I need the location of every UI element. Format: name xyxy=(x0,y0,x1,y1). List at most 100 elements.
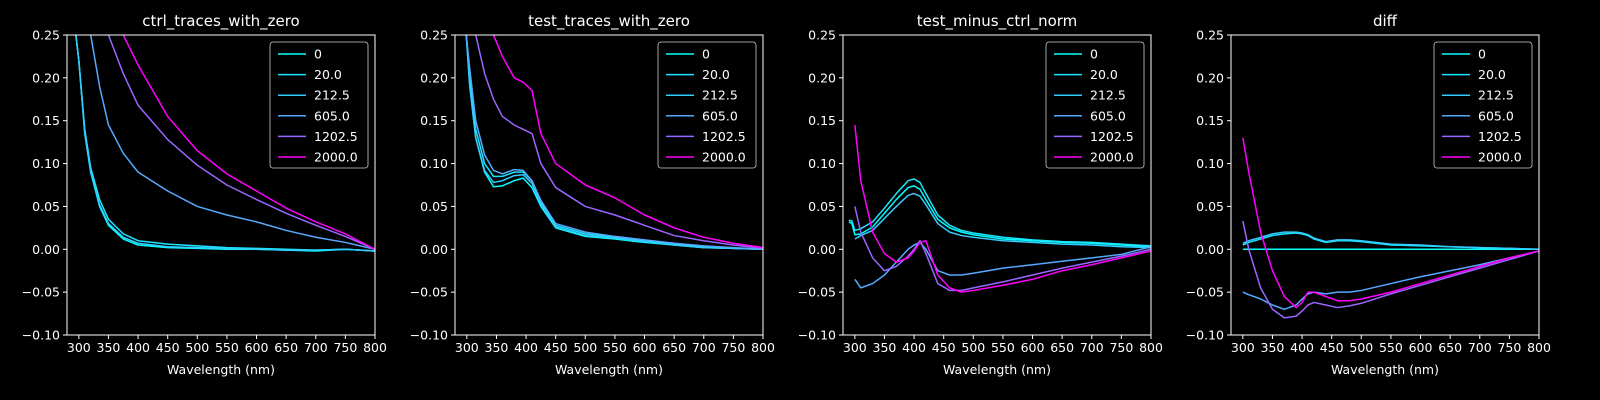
legend-entry: 20.0 xyxy=(1090,67,1118,82)
x-tick-label: 550 xyxy=(1379,340,1403,355)
y-tick-label: 0.20 xyxy=(1196,70,1224,85)
x-tick-label: 550 xyxy=(991,340,1015,355)
x-tick-label: 350 xyxy=(873,340,897,355)
x-tick-label: 750 xyxy=(1109,340,1133,355)
series-line-2 xyxy=(1242,231,1539,251)
panel-1: test_traces_with_zero −0.10 −0.05 0.00 0.05 0… xyxy=(410,12,775,377)
legend-entry: 212.5 xyxy=(1478,88,1514,103)
x-tick-label: 350 xyxy=(97,340,121,355)
x-tick-label: 300 xyxy=(455,340,479,355)
x-tick-label: 700 xyxy=(1468,340,1492,355)
x-tick-label: 300 xyxy=(843,340,867,355)
y-tick-label: 0.25 xyxy=(808,28,836,43)
x-tick-label: 550 xyxy=(603,340,627,355)
x-tick-label: 600 xyxy=(1409,340,1433,355)
y-tick-label: 0.10 xyxy=(808,156,836,171)
series-line-5 xyxy=(122,35,375,250)
x-axis-label: Wavelength (nm) xyxy=(943,362,1051,377)
x-axis-label: Wavelength (nm) xyxy=(555,362,663,377)
y-tick-label: −0.10 xyxy=(410,328,448,343)
x-tick-label: 300 xyxy=(1231,340,1255,355)
series-group xyxy=(1242,137,1539,319)
y-tick-label: 0.00 xyxy=(808,242,836,257)
legend-entry: 20.0 xyxy=(1478,67,1506,82)
x-tick-label: 400 xyxy=(126,340,150,355)
x-tick-label: 600 xyxy=(633,340,657,355)
x-tick-label: 650 xyxy=(1438,340,1462,355)
x-tick-label: 800 xyxy=(363,340,387,355)
y-tick-label: 0.10 xyxy=(1196,156,1224,171)
y-tick-label: 0.15 xyxy=(808,113,836,128)
x-tick-label: 700 xyxy=(692,340,716,355)
series-line-3 xyxy=(854,241,1151,289)
x-tick-label: 700 xyxy=(1080,340,1104,355)
legend-entry: 20.0 xyxy=(314,67,342,82)
x-tick-label: 800 xyxy=(751,340,775,355)
series-group xyxy=(465,35,763,251)
panel-2: test_minus_ctrl_norm −0.10 −0.05 0.00 0.05 0.… xyxy=(798,12,1163,377)
y-tick-label: 0.25 xyxy=(32,28,60,43)
legend-entry: 1202.5 xyxy=(1090,129,1134,144)
series-line-1 xyxy=(1242,232,1539,251)
legend-entry: 0 xyxy=(702,47,710,62)
series-line-5 xyxy=(492,35,763,249)
x-tick-label: 650 xyxy=(662,340,686,355)
x-axis-label: Wavelength (nm) xyxy=(1331,362,1439,377)
series-line-4 xyxy=(474,35,763,250)
y-tick-label: −0.10 xyxy=(1186,328,1224,343)
legend: 0 20.0 212.5 605.0 1202.5 2000.0 xyxy=(269,41,369,169)
y-tick-label: −0.05 xyxy=(1186,285,1224,300)
x-tick-label: 700 xyxy=(304,340,328,355)
x-tick-label: 450 xyxy=(544,340,568,355)
x-tick-label: 500 xyxy=(573,340,597,355)
x-tick-label: 500 xyxy=(185,340,209,355)
legend: 0 20.0 212.5 605.0 1202.5 2000.0 xyxy=(657,41,757,169)
series-line-3 xyxy=(89,35,375,251)
y-tick-label: −0.05 xyxy=(22,285,60,300)
series-line-5 xyxy=(1242,137,1539,309)
series-line-2 xyxy=(75,35,375,252)
x-tick-label: 750 xyxy=(721,340,745,355)
x-tick-label: 750 xyxy=(333,340,357,355)
plot-frame xyxy=(454,34,764,336)
y-tick-label: 0.15 xyxy=(32,113,60,128)
y-tick-label: 0.15 xyxy=(420,113,448,128)
plot-frame xyxy=(66,34,376,336)
x-tick-label: 400 xyxy=(514,340,538,355)
y-tick-label: −0.10 xyxy=(22,328,60,343)
panel-title: test_minus_ctrl_norm xyxy=(917,12,1078,31)
y-tick-label: 0.05 xyxy=(420,199,448,214)
x-tick-label: 500 xyxy=(961,340,985,355)
x-tick-label: 800 xyxy=(1139,340,1163,355)
x-tick-label: 650 xyxy=(1050,340,1074,355)
legend-entry: 605.0 xyxy=(314,108,350,123)
legend-entry: 2000.0 xyxy=(314,150,358,165)
legend-entry: 2000.0 xyxy=(1090,150,1134,165)
x-tick-label: 450 xyxy=(932,340,956,355)
series-group xyxy=(75,35,375,252)
series-line-1 xyxy=(848,178,1151,247)
series-line-5 xyxy=(854,124,1151,293)
x-tick-label: 550 xyxy=(215,340,239,355)
panel-0: ctrl_traces_with_zero −0.10 −0.05 0.00 0.05 0… xyxy=(22,12,387,377)
series-line-2 xyxy=(854,192,1151,249)
y-tick-label: 0.15 xyxy=(1196,113,1224,128)
legend: 0 20.0 212.5 605.0 1202.5 2000.0 xyxy=(1433,41,1533,169)
y-tick-label: 0.05 xyxy=(808,199,836,214)
series-line-3 xyxy=(465,35,763,251)
legend-entry: 1202.5 xyxy=(314,129,358,144)
y-tick-label: −0.10 xyxy=(798,328,836,343)
x-tick-label: 500 xyxy=(1349,340,1373,355)
x-tick-label: 450 xyxy=(156,340,180,355)
y-tick-label: 0.10 xyxy=(32,156,60,171)
x-tick-label: 300 xyxy=(67,340,91,355)
legend-entry: 212.5 xyxy=(1090,88,1126,103)
series-line-4 xyxy=(1242,220,1539,319)
x-tick-label: 450 xyxy=(1320,340,1344,355)
y-tick-label: 0.20 xyxy=(808,70,836,85)
x-tick-label: 400 xyxy=(1290,340,1314,355)
plot-frame xyxy=(842,34,1152,336)
y-tick-label: 0.25 xyxy=(1196,28,1224,43)
legend-entry: 212.5 xyxy=(314,88,350,103)
